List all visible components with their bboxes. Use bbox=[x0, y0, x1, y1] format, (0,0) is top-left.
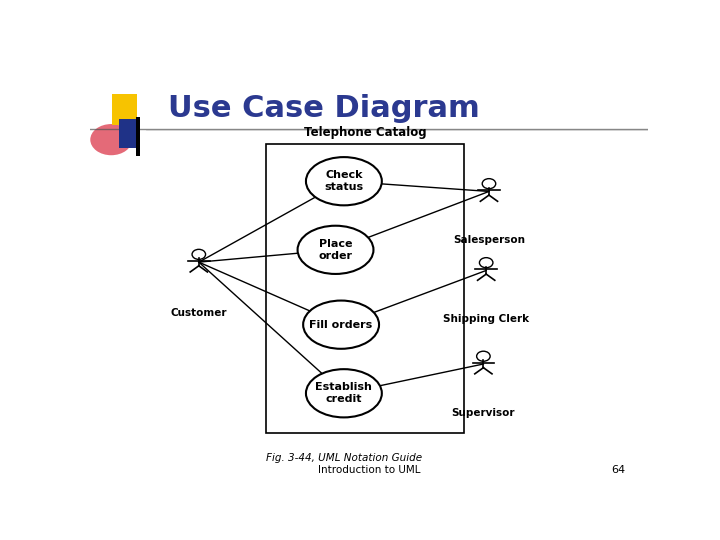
Circle shape bbox=[480, 258, 493, 268]
FancyBboxPatch shape bbox=[266, 144, 464, 433]
FancyBboxPatch shape bbox=[119, 119, 140, 148]
Text: Fill orders: Fill orders bbox=[310, 320, 373, 330]
FancyBboxPatch shape bbox=[136, 117, 140, 156]
Circle shape bbox=[192, 249, 206, 259]
Text: Supervisor: Supervisor bbox=[451, 408, 515, 418]
Text: Customer: Customer bbox=[171, 308, 227, 318]
Text: Fig. 3-44, UML Notation Guide: Fig. 3-44, UML Notation Guide bbox=[266, 453, 422, 463]
Text: 64: 64 bbox=[611, 465, 626, 475]
Ellipse shape bbox=[306, 369, 382, 417]
Text: Establish
credit: Establish credit bbox=[315, 382, 372, 404]
Text: Introduction to UML: Introduction to UML bbox=[318, 465, 420, 475]
Text: Use Case Diagram: Use Case Diagram bbox=[168, 94, 480, 123]
Ellipse shape bbox=[297, 226, 374, 274]
FancyBboxPatch shape bbox=[112, 94, 138, 125]
Text: Shipping Clerk: Shipping Clerk bbox=[443, 314, 529, 325]
Circle shape bbox=[482, 179, 496, 188]
Text: Telephone Catalog: Telephone Catalog bbox=[304, 126, 426, 139]
Ellipse shape bbox=[90, 124, 132, 155]
Ellipse shape bbox=[306, 157, 382, 205]
Text: Check
status: Check status bbox=[324, 170, 364, 192]
Ellipse shape bbox=[303, 301, 379, 349]
Text: Place
order: Place order bbox=[318, 239, 353, 261]
Text: Salesperson: Salesperson bbox=[453, 235, 525, 245]
Circle shape bbox=[477, 351, 490, 361]
